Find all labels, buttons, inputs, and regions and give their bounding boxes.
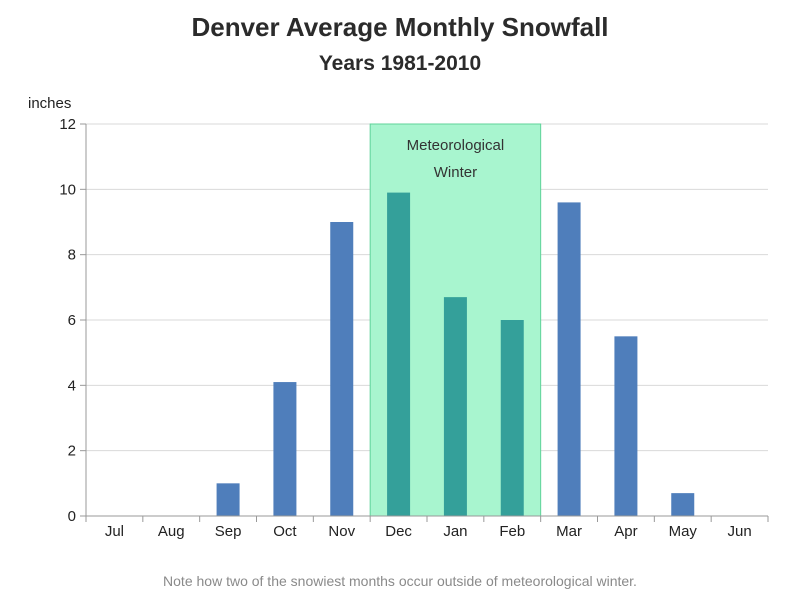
y-tick-label: 8	[68, 247, 76, 264]
x-tick-label-apr: Apr	[614, 523, 637, 540]
bar-oct	[273, 382, 297, 516]
bar-may	[671, 493, 695, 516]
x-tick-labels: Jul Aug Sep Oct Nov Dec Jan Feb Mar Apr May Jun	[105, 523, 752, 540]
x-tick-label-aug: Aug	[158, 523, 185, 540]
chart-title: Denver Average Monthly Snowfall	[191, 12, 608, 42]
bar-jan	[443, 297, 467, 516]
x-tick-label-jun: Jun	[727, 523, 751, 540]
x-tick-label-nov: Nov	[328, 523, 355, 540]
y-tick-labels: 0 2 4 6 8 10 12	[59, 116, 76, 525]
chart-subtitle: Years 1981-2010	[319, 52, 481, 75]
footnote: Note how two of the snowiest months occu…	[163, 573, 637, 589]
x-tick-label-dec: Dec	[385, 523, 412, 540]
y-tick-label: 12	[59, 116, 76, 133]
x-tick-label-feb: Feb	[499, 523, 525, 540]
x-tick-label-may: May	[669, 523, 698, 540]
bar-feb	[500, 320, 524, 516]
x-tick-label-oct: Oct	[273, 523, 297, 540]
y-tick-label: 6	[68, 312, 76, 329]
x-tick-label-jul: Jul	[105, 523, 124, 540]
bar-nov	[330, 222, 354, 516]
band-label-line1: Meteorological	[407, 137, 505, 154]
x-tick-label-sep: Sep	[215, 523, 242, 540]
y-tick-label: 4	[68, 377, 76, 394]
y-tick-label: 10	[59, 181, 76, 198]
x-tick-label-jan: Jan	[443, 523, 467, 540]
x-tick-label-mar: Mar	[556, 523, 582, 540]
y-tick-label: 2	[68, 443, 76, 460]
bar-dec	[387, 192, 411, 516]
bars	[216, 192, 695, 516]
bar-mar	[557, 202, 581, 516]
bar-apr	[614, 336, 638, 516]
axes	[80, 123, 769, 522]
y-axis-label: inches	[28, 95, 71, 112]
y-tick-label: 0	[68, 508, 76, 525]
band-label-line2: Winter	[434, 164, 477, 181]
bar-sep	[216, 483, 240, 516]
